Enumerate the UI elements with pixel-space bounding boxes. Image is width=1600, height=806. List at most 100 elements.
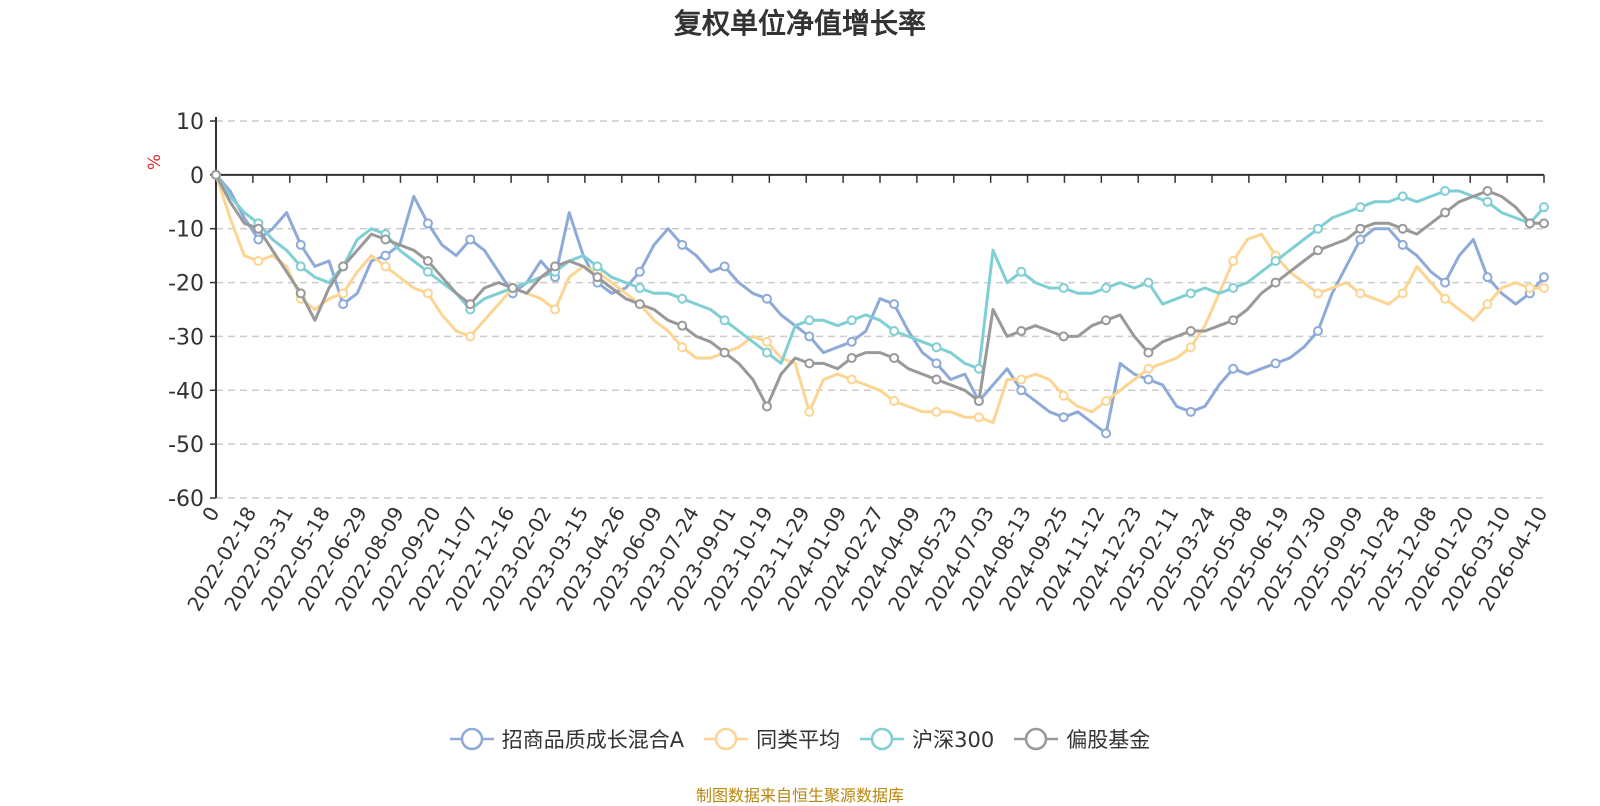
legend-item-2[interactable]: 同类平均 [704,724,840,754]
line-chart: 100-10-20-30-40-50-60%02022-02-182022-03… [145,110,1552,615]
series-4-point [550,261,561,272]
series-1-point [1101,428,1112,439]
y-axis-label: % [145,154,165,170]
series-3-point [761,347,772,358]
series-3-point [719,315,730,326]
series-2-point [804,406,815,417]
y-tick-label: -30 [168,325,204,350]
series-3-point [1539,202,1549,213]
series-3-point [1355,202,1366,213]
series-4-point [211,169,221,180]
series-2-point [465,331,476,342]
series-1-point [1228,363,1239,374]
series-4-point [1312,245,1323,256]
series-4-point [1101,315,1112,326]
legend-item-4[interactable]: 偏股基金 [1014,724,1150,754]
series-1-point [1058,412,1069,423]
series-1-point [253,234,264,245]
series-3-point [1312,223,1323,234]
series-3-point [677,293,688,304]
legend: 招商品质成长混合A 同类平均 沪深300 偏股基金 [0,722,1600,756]
series-2-point [1016,374,1027,385]
series-4-point [804,358,815,369]
series-2-point [761,336,772,347]
legend-marker-icon [860,727,905,751]
legend-item-1[interactable]: 招商品质成长混合A [449,724,685,754]
series-3-point [804,315,815,326]
series-4-point [634,299,645,310]
series-3-point [1440,186,1451,197]
series-1-point [338,299,349,310]
legend-label: 招商品质成长混合A [501,728,685,752]
series-1-point [677,239,688,250]
series-2-point [1539,282,1549,293]
series-4-point [846,352,857,363]
y-tick-label: 10 [176,110,204,135]
series-2-point [1524,282,1535,293]
series-3-point [973,363,984,374]
series-1-point [1185,406,1196,417]
series-1-point [422,218,433,229]
series-2-point [1101,396,1112,407]
series-1-point [1143,374,1154,385]
series-3-point [295,261,306,272]
series-2-point [1312,288,1323,299]
series-2-point [1143,363,1154,374]
legend-label: 同类平均 [756,728,841,752]
series-4-point [931,374,942,385]
y-tick-label: 0 [190,164,204,189]
series-2-point [550,304,561,315]
legend-marker-icon [704,727,749,751]
y-tick-label: -40 [168,379,204,404]
series-4-point [1482,186,1493,197]
series-2-point [973,412,984,423]
legend-label: 沪深300 [912,728,995,752]
series-3-point [1482,196,1493,207]
series-1-point [804,331,815,342]
series-2-point [677,342,688,353]
series-2-point [1397,288,1408,299]
series-4-point [253,223,264,234]
series-4-point [1440,207,1451,218]
series-2-point [380,261,391,272]
series-4-point [1355,223,1366,234]
series-line-1 [214,173,1546,435]
series-4-point [380,234,391,245]
series-3-point [1016,266,1027,277]
legend-item-3[interactable]: 沪深300 [860,724,994,754]
series-4-point [295,288,306,299]
series-4-point [973,396,984,407]
source-note: 制图数据来自恒生聚源数据库 [695,786,904,805]
series-1-point [1312,326,1323,337]
series-2-point [1440,293,1451,304]
series-3-point [889,326,900,337]
series-1-point [1482,272,1493,283]
series-1-point [889,299,900,310]
series-3-point [846,315,857,326]
series-2-point [1228,256,1239,267]
x-tick-label: 0 [197,503,224,526]
series-2-point [1185,342,1196,353]
series-1-point [380,250,391,261]
series-4-point [719,347,730,358]
series-4-point [422,256,433,267]
series-1-point [634,266,645,277]
series-line-2 [214,174,1544,425]
series-2-point [1058,390,1069,401]
series-3-point [1185,288,1196,299]
legend-marker-icon [449,727,494,751]
series-4-point [1185,326,1196,337]
series-4-point [1143,347,1154,358]
series-4-point [1397,223,1408,234]
series-4-point [1524,218,1535,229]
series-4-point [1539,218,1549,229]
series-3-point [1270,256,1281,267]
series-3-point [592,261,603,272]
series-2-point [889,396,900,407]
series-3-point [1058,282,1069,293]
series-4-point [889,352,900,363]
series-1-point [931,358,942,369]
legend-label: 偏股基金 [1066,728,1151,752]
y-tick-label: -20 [168,272,204,297]
y-tick-label: -50 [168,433,204,458]
